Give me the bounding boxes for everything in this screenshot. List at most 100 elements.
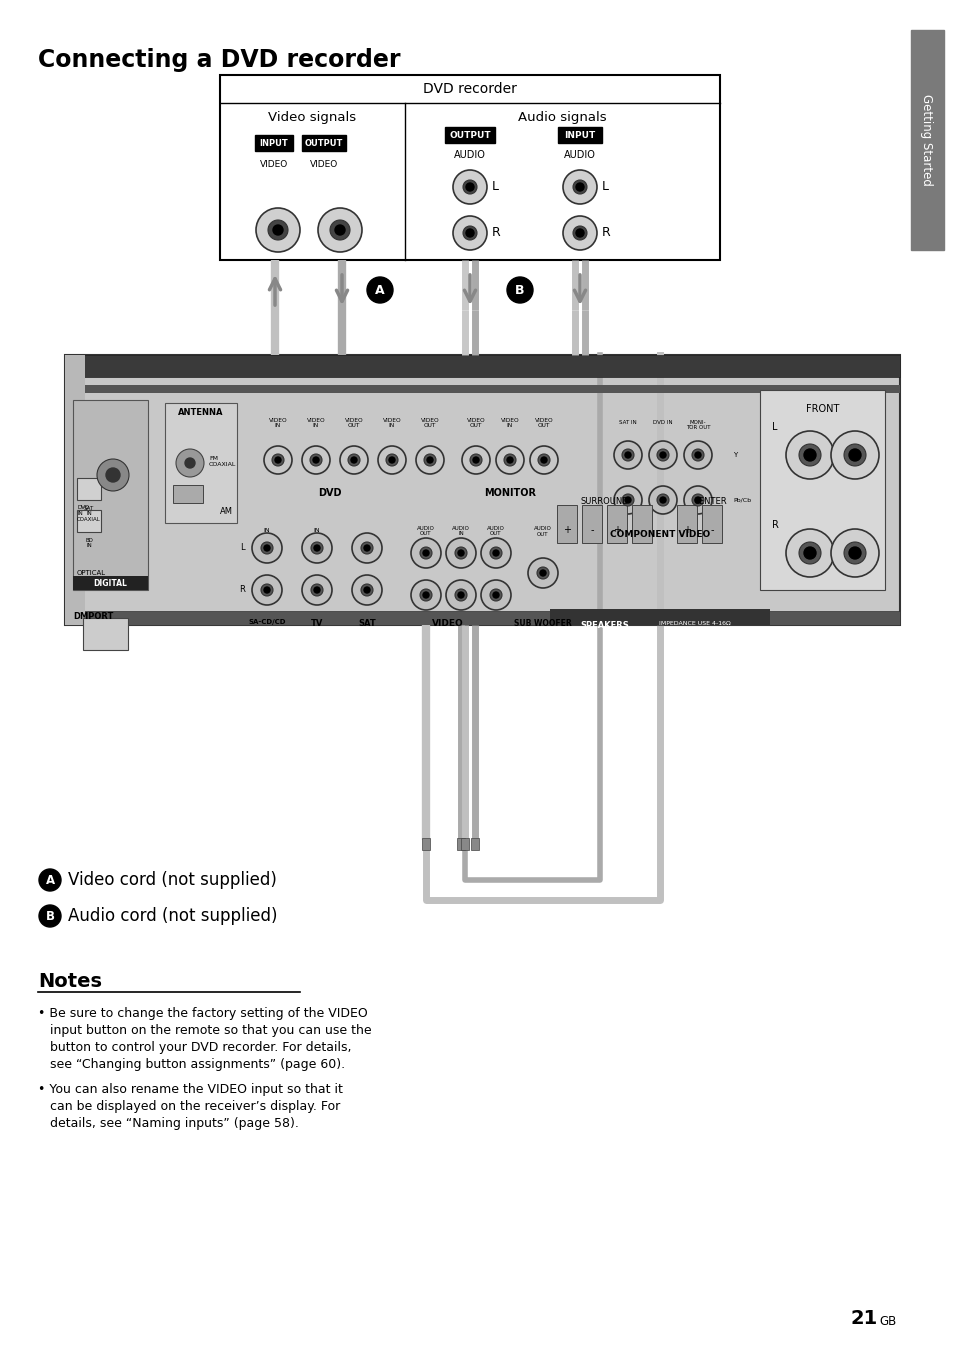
Circle shape [493,550,498,556]
Circle shape [496,446,523,475]
Circle shape [453,216,486,250]
Text: CENTER: CENTER [693,498,726,506]
Text: OPTICAL: OPTICAL [77,571,106,576]
Text: details, see “Naming inputs” (page 58).: details, see “Naming inputs” (page 58). [50,1117,298,1130]
Bar [220,74,720,260]
Circle shape [272,454,284,466]
Circle shape [621,449,634,461]
Text: BD
IN: BD IN [85,538,92,549]
Text: OUTPUT: OUTPUT [305,138,343,147]
Circle shape [411,580,440,610]
Circle shape [422,592,429,598]
Circle shape [106,468,120,483]
Text: COMPONENT VIDEO: COMPONENT VIDEO [609,530,709,539]
Text: L: L [492,181,498,193]
Bar [760,389,884,589]
Text: -: - [709,525,713,535]
Bar [471,838,478,850]
Circle shape [490,548,501,558]
Circle shape [480,538,511,568]
Circle shape [691,493,703,506]
Circle shape [255,208,299,251]
Circle shape [314,587,319,594]
Text: AUDIO
OUT: AUDIO OUT [487,526,504,537]
Circle shape [252,533,282,562]
Circle shape [691,449,703,461]
Text: ANTENNA: ANTENNA [178,408,224,416]
Text: MONITOR: MONITOR [483,488,536,498]
Circle shape [683,485,711,514]
Circle shape [351,457,356,462]
Bar [456,838,464,850]
Bar [65,356,85,625]
Circle shape [314,545,319,552]
Circle shape [364,545,370,552]
Bar [421,838,430,850]
Text: DVD recorder: DVD recorder [422,82,517,96]
Text: IMPEDANCE USE 4-16Ω: IMPEDANCE USE 4-16Ω [659,621,730,626]
Circle shape [621,493,634,506]
Circle shape [175,449,204,477]
Circle shape [648,441,677,469]
Text: +: + [613,525,620,535]
Text: VIDEO
IN: VIDEO IN [306,418,325,429]
Circle shape [659,498,665,503]
Circle shape [848,449,861,461]
Circle shape [446,538,476,568]
Bar [606,506,626,544]
Text: SAT IN: SAT IN [618,420,637,425]
Circle shape [799,443,821,466]
Circle shape [352,533,381,562]
Circle shape [493,592,498,598]
Circle shape [848,548,861,558]
Circle shape [799,542,821,564]
Text: L: L [601,181,608,193]
Bar [65,356,899,625]
Bar [677,506,697,544]
Circle shape [803,449,815,461]
Circle shape [573,180,586,193]
Circle shape [367,277,393,303]
Text: AUDIO
IN: AUDIO IN [452,526,470,537]
Circle shape [411,538,440,568]
Text: FRONT: FRONT [805,404,839,414]
Circle shape [339,446,368,475]
Text: DVD: DVD [318,488,341,498]
Circle shape [473,457,478,462]
Circle shape [576,183,583,191]
Circle shape [455,589,467,602]
Circle shape [330,220,350,241]
Circle shape [573,226,586,241]
Text: SURROUND: SURROUND [580,498,629,506]
Circle shape [657,449,668,461]
Circle shape [360,584,373,596]
Text: -: - [590,525,593,535]
Circle shape [335,224,345,235]
Text: -: - [639,525,643,535]
Circle shape [311,584,323,596]
Text: SA-CD/CD: SA-CD/CD [248,619,286,625]
Text: +: + [562,525,571,535]
Circle shape [624,452,630,458]
Circle shape [465,183,474,191]
Circle shape [648,485,677,514]
Circle shape [683,441,711,469]
Text: VIDEO: VIDEO [259,160,288,169]
Circle shape [830,529,878,577]
Text: VIDEO
OUT: VIDEO OUT [466,418,485,429]
Text: VIDEO
OUT: VIDEO OUT [420,418,438,429]
Text: Getting Started: Getting Started [920,95,933,187]
Circle shape [313,457,318,462]
Text: Pb/Cb: Pb/Cb [732,498,750,503]
Circle shape [455,548,467,558]
Text: Notes: Notes [38,972,102,991]
Circle shape [462,226,476,241]
Text: SAT
IN: SAT IN [84,506,94,516]
Circle shape [830,431,878,479]
Text: VIDEO
OUT: VIDEO OUT [534,418,553,429]
Circle shape [785,431,833,479]
Text: DIGITAL: DIGITAL [93,579,128,588]
Text: TV: TV [311,619,323,627]
Text: GB: GB [878,1315,895,1328]
Text: B: B [46,910,54,922]
